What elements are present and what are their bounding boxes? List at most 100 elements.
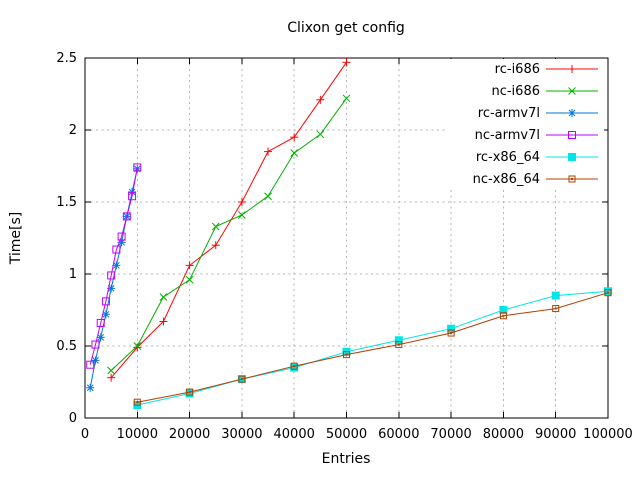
legend: rc-i686 nc-i686 rc-armv7l nc-armv7l rc-x86_6… [448,59,604,189]
series-rc-armv7l [86,164,142,392]
square-filled-marker-icon [551,291,560,300]
plus-marker-icon [133,343,142,352]
square-open-marker-icon [117,232,126,241]
x-tick-label: 50000 [326,427,367,442]
legend-entry-rc-i686: rc-i686 [495,62,598,77]
cross-marker-icon [211,222,220,231]
square-filled-marker-icon [447,324,456,333]
y-tick-label: 1.5 [56,195,77,210]
legend-entry-nc-i686: nc-i686 [491,84,598,99]
series-line-nc-i686 [110,98,347,371]
legend-entry-rc-armv7l: rc-armv7l [478,106,598,121]
square-open-dot-marker-icon [290,362,298,370]
series-rc-x86_64 [133,287,612,410]
square-open-marker-icon [107,271,116,280]
square-open-dot-marker-icon [499,312,507,320]
x-tick-label: 40000 [274,427,315,442]
series-line-rc-x86_64 [137,290,609,406]
legend-label-rc-x86_64: rc-x86_64 [476,150,540,165]
x-tick-label: 80000 [483,427,524,442]
y-tick-label: 1 [69,267,77,282]
square-open-marker-icon [128,192,137,201]
y-tick-label: 2.5 [56,51,77,66]
square-open-dot-marker-icon [133,398,141,406]
series-rc-i686 [107,58,351,382]
square-open-marker-icon [86,360,95,369]
square-filled-marker-icon [185,389,194,398]
legend-entry-nc-x86_64: nc-x86_64 [473,172,598,187]
plus-marker-icon [568,65,576,73]
x-tick-label: 10000 [117,427,158,442]
x-tick-label: 0 [81,427,89,442]
legend-background [448,59,604,189]
plus-marker-icon [316,95,325,104]
asterisk-marker-icon [568,109,576,117]
plus-marker-icon [211,241,220,250]
cross-marker-icon [159,293,168,301]
plus-marker-icon [159,317,168,326]
series-line-rc-armv7l [89,168,138,388]
cross-marker-icon [316,130,325,139]
square-filled-marker-icon [290,363,299,372]
legend-entry-nc-armv7l: nc-armv7l [475,128,598,143]
series-layer [86,58,612,410]
x-tick-label: 100000 [583,427,633,442]
square-open-dot-marker-icon [395,341,403,349]
legend-label-nc-x86_64: nc-x86_64 [473,172,540,187]
x-tick-label: 70000 [430,427,471,442]
square-filled-marker-icon [394,336,403,345]
square-open-dot-marker-icon [568,175,576,183]
x-axis-label: Entries [322,451,371,467]
plus-marker-icon [107,373,116,382]
y-axis-label: Time[s] [8,212,24,265]
legend-label-rc-i686: rc-i686 [495,62,540,77]
legend-label-nc-armv7l: nc-armv7l [475,128,540,143]
series-nc-x86_64 [133,289,612,406]
cross-marker-icon [264,192,272,201]
plus-marker-icon [237,198,246,206]
square-open-dot-marker-icon [604,289,612,297]
chart-title: Clixon get config [287,20,405,36]
square-open-dot-marker-icon [447,329,455,337]
legend-label-nc-i686: nc-i686 [491,84,540,99]
square-open-marker-icon [133,163,142,172]
cross-marker-icon [133,342,142,350]
series-nc-i686 [107,94,351,375]
cross-marker-icon [107,366,116,375]
square-open-marker-icon [568,131,576,139]
legend-entry-rc-x86_64: rc-x86_64 [476,150,598,165]
series-line-nc-armv7l [89,167,138,365]
square-open-marker-icon [96,318,105,327]
square-open-dot-marker-icon [343,351,350,359]
y-tick-label: 0.5 [56,339,77,354]
y-tick-label: 2 [69,123,77,138]
square-open-marker-icon [112,245,121,254]
asterisk-marker-icon [96,333,105,342]
axes-layer: 0 10000 20000 30000 40000 50000 60000 70000 8000… [56,51,633,442]
y-tick-label: 0 [69,411,77,426]
series-line-rc-i686 [110,62,347,379]
square-open-marker-icon [91,340,100,349]
square-filled-marker-icon [568,153,576,161]
plus-marker-icon [185,261,194,270]
square-open-dot-marker-icon [186,388,194,396]
series-line-nc-x86_64 [137,292,609,403]
square-filled-marker-icon [604,287,612,296]
plus-marker-icon [342,58,351,67]
asterisk-marker-icon [101,310,110,319]
square-open-dot-marker-icon [552,305,560,313]
cross-marker-icon [342,94,351,103]
cross-marker-icon [568,87,576,95]
square-open-marker-icon [101,297,110,306]
plus-marker-icon [264,147,273,156]
square-filled-marker-icon [499,306,508,314]
legend-label-rc-armv7l: rc-armv7l [478,106,540,121]
cross-marker-icon [290,149,299,157]
x-tick-label: 20000 [169,427,210,442]
asterisk-marker-icon [91,356,100,365]
square-open-marker-icon [122,212,131,221]
plus-marker-icon [290,133,299,142]
x-tick-label: 60000 [378,427,419,442]
